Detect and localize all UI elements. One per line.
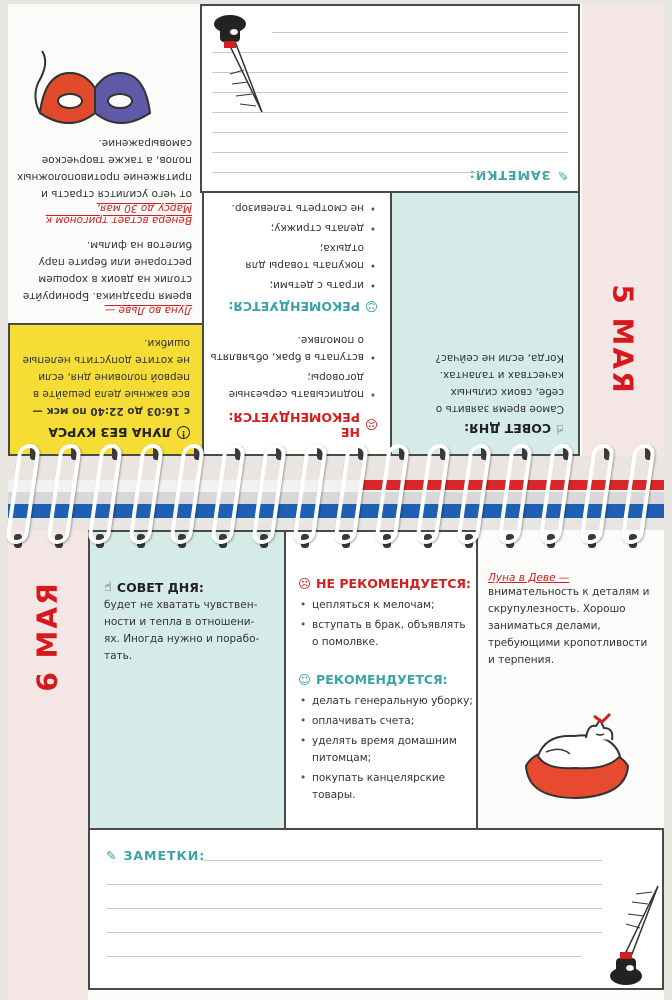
binding-hole [399, 446, 407, 460]
top-date-label: 5 МАЯ [606, 284, 640, 395]
bottom-luna-info: Луна в Деве — внимательность к деталям и… [488, 572, 656, 669]
binding-hole [137, 534, 145, 548]
top-notes-box: ✎ ЗАМЕТКИ: [200, 4, 580, 193]
binding-hole [153, 446, 161, 460]
binding-hole [547, 534, 555, 548]
binding-hole [178, 534, 186, 548]
binding-hole [506, 534, 514, 548]
list-item: делать стрижку; [210, 219, 378, 236]
binding-hole [301, 534, 309, 548]
list-item: покупать товары для отдыха; [210, 239, 378, 273]
ink-quill-icon [610, 885, 659, 985]
top-tip-text: Самое время заявить о себе, своих сильны… [435, 352, 564, 415]
binding-hole [235, 446, 243, 460]
smile-face-icon: ☺ [364, 299, 378, 314]
binding-hole [588, 534, 596, 548]
top-luna-leo-title: Луна во Льве — [104, 304, 192, 316]
sad-face-icon: ☹ [364, 417, 378, 433]
binding-hole [645, 446, 653, 460]
list-item: делать генеральную уборку; [298, 693, 474, 710]
binding-hole [383, 534, 391, 548]
carnival-mask-icon [34, 50, 152, 124]
bottom-tip-text: будет не хватать чувствен- ности и тепла… [104, 599, 260, 662]
spiral-binding [0, 440, 672, 550]
cat-on-pillow-icon [524, 712, 630, 800]
binding-hole [629, 534, 637, 548]
binding-hole [465, 534, 473, 548]
bottom-date-label: 6 МАЯ [30, 581, 64, 692]
top-moon-text: все важные дела решайте в первой половин… [22, 337, 190, 400]
binding-hole [55, 534, 63, 548]
tab-red [360, 480, 664, 490]
binding-hole [424, 534, 432, 548]
bottom-page: 6 МАЯ ☝ СОВЕТ ДНЯ: будет не хватать чувс… [8, 530, 664, 1000]
top-notrec-list: подписывать серьезные договоры; вступать… [210, 331, 378, 402]
pencil-icon: ✎ [106, 848, 118, 863]
top-notes-heading: ✎ ЗАМЕТКИ: [468, 168, 568, 183]
list-item: играть с детьми; [210, 276, 378, 293]
top-notrec-box: ☹ НЕ РЕКОМЕНДУЕТСЯ: подписывать серьезны… [202, 191, 392, 456]
top-mask-area [8, 4, 200, 193]
top-tip-box: ☝ СОВЕТ ДНЯ: Самое время заявить о себе,… [390, 191, 580, 456]
top-rec-list: играть с детьми; покупать товары для отд… [210, 199, 378, 293]
bottom-notes-box: ✎ ЗАМЕТКИ: [88, 828, 664, 990]
top-page: 5 МАЯ ☝ СОВЕТ ДНЯ: Самое время заявить о… [8, 4, 664, 456]
top-luna-leo-text: время праздника. Бронируйте столик на дв… [22, 239, 192, 302]
list-item: вступать в брак, объявлять о помолвке. [210, 331, 378, 365]
bottom-luna-virgo-title: Луна в Деве — [488, 572, 570, 584]
top-moon-time: с 16:03 до 22:40 по мск — [32, 405, 190, 417]
tab-blue [8, 504, 664, 518]
list-item: уделять время домашним питомцам; [298, 733, 474, 767]
sad-face-icon: ☹ [298, 576, 312, 591]
bottom-tip-box: ☝ СОВЕТ ДНЯ: будет не хватать чувствен- … [88, 530, 286, 830]
list-item: не смотреть телевизор. [210, 199, 378, 216]
bottom-notes-heading: ✎ ЗАМЕТКИ: [106, 848, 206, 863]
pencil-icon: ✎ [556, 168, 568, 183]
list-item: оплачивать счета; [298, 713, 474, 730]
binding-hole [219, 534, 227, 548]
bottom-tip-heading: ☝ СОВЕТ ДНЯ: [104, 580, 204, 595]
binding-hole [604, 446, 612, 460]
bottom-recs-box: ☹ НЕ РЕКОМЕНДУЕТСЯ: цепляться к мелочам;… [284, 530, 478, 830]
bottom-notrec-list: цепляться к мелочам; вступать в брак, об… [298, 597, 474, 651]
ink-quill-icon [214, 15, 263, 113]
list-item: покупать канцелярские товары. [298, 770, 474, 804]
list-item: подписывать серьезные договоры; [210, 368, 378, 402]
binding-hole [358, 446, 366, 460]
top-venus-title: Венера встает тригоном к Марсу до 30 мая… [45, 202, 192, 226]
top-moon-box: ! ЛУНА БЕЗ КУРСА с 16:03 до 22:40 по мск… [8, 323, 204, 456]
binding-hole [260, 534, 268, 548]
bottom-rec-heading: ☺ РЕКОМЕНДУЕТСЯ: [298, 672, 448, 687]
binding-hole [563, 446, 571, 460]
binding-hole [194, 446, 202, 460]
binding-hole [440, 446, 448, 460]
binding-hole [481, 446, 489, 460]
binding-hole [30, 446, 38, 460]
binding-hole [522, 446, 530, 460]
binding-hole [112, 446, 120, 460]
binding-hole [96, 534, 104, 548]
hand-pointing-icon: ☝ [104, 580, 112, 595]
smile-face-icon: ☺ [298, 672, 312, 687]
bottom-luna-virgo-text: внимательность к деталям и скрупулезност… [488, 586, 650, 666]
top-page-content: 5 МАЯ ☝ СОВЕТ ДНЯ: Самое время заявить о… [8, 4, 664, 456]
binding-hole [317, 446, 325, 460]
info-circle-icon: ! [177, 426, 190, 439]
top-moon-heading: ! ЛУНА БЕЗ КУРСА [22, 425, 190, 440]
list-item: вступать в брак, объявлять о помолвке. [298, 617, 474, 651]
top-tip-heading: ☝ СОВЕТ ДНЯ: [406, 421, 564, 436]
bottom-rec-list: делать генеральную уборку; оплачивать сч… [298, 693, 474, 804]
bottom-notrec-heading: ☹ НЕ РЕКОМЕНДУЕТСЯ: [298, 576, 471, 591]
binding-hole [342, 534, 350, 548]
binding-hole [71, 446, 79, 460]
binding-hole [276, 446, 284, 460]
top-tip-title: СОВЕТ ДНЯ: [464, 421, 552, 436]
top-notrec-heading: ☹ НЕ РЕКОМЕНДУЕТСЯ: [228, 410, 378, 440]
hand-pointing-icon: ☝ [556, 421, 564, 436]
top-rec-heading: ☺ РЕКОМЕНДУЕТСЯ: [228, 299, 378, 314]
tab-grey [8, 492, 664, 504]
binding-hole [14, 534, 22, 548]
list-item: цепляться к мелочам; [298, 597, 474, 614]
bottom-date-strip [8, 530, 88, 1000]
